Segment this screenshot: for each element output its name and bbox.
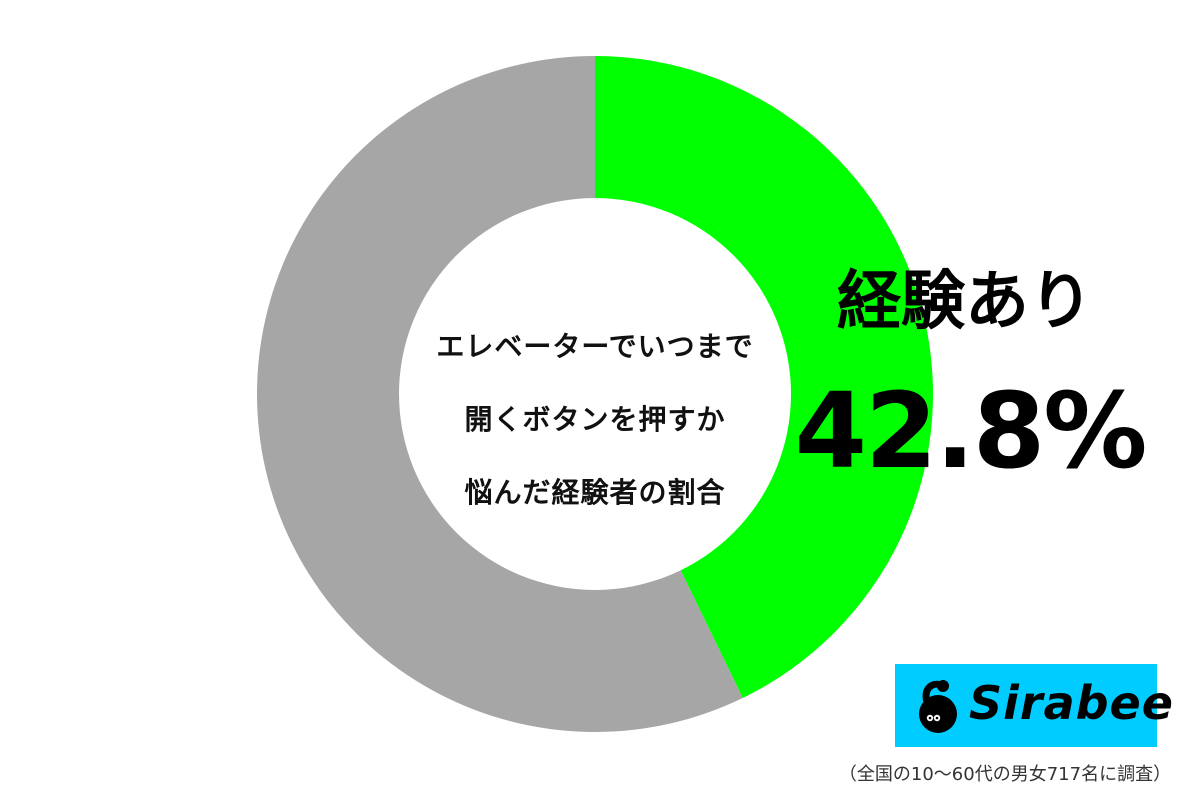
logo-text: Sirabee — [969, 676, 1174, 730]
survey-footnote: （全国の10〜60代の男女717名に調査） — [838, 764, 1172, 785]
chart-title-line-2: 開くボタンを押すか — [464, 403, 726, 436]
slice-value-experienced: 42.8% — [794, 370, 1148, 492]
sirabee-logo: Sirabee — [895, 664, 1173, 747]
slice-label-experienced: 経験あり — [837, 265, 1093, 339]
chart-title-line-3: 悩んだ経験者の割合 — [464, 476, 726, 509]
donut-hole — [399, 198, 791, 590]
sirabee-mascot-icon — [919, 680, 957, 733]
chart-title-line-1: エレベーターでいつまで — [436, 330, 754, 363]
